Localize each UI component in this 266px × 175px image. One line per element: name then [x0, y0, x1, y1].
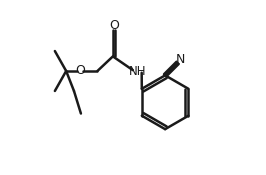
Text: O: O	[110, 19, 119, 32]
Text: N: N	[176, 53, 185, 66]
Text: NH: NH	[128, 65, 146, 78]
Text: O: O	[75, 64, 85, 77]
